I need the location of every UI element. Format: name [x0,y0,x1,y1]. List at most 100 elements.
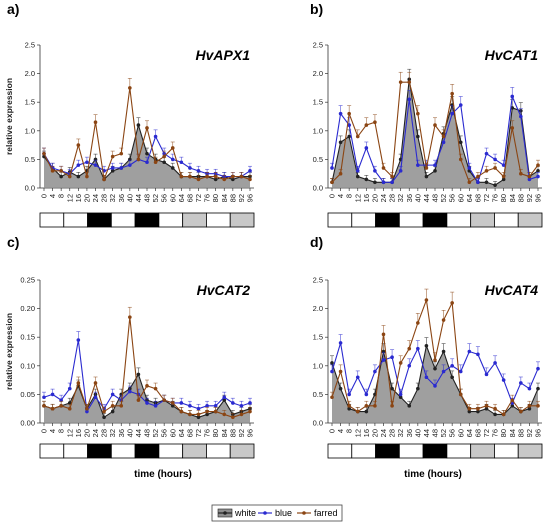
blue-data-point [330,369,334,374]
farred-data-point [231,174,235,179]
x-tick-label: 52 [439,194,448,202]
farred-data-point [347,111,351,116]
farred-data-point [476,174,480,179]
blue-data-point [364,146,369,150]
x-tick-label: 12 [353,429,362,437]
farred-data-point [424,298,429,302]
white-data-point [433,169,437,173]
x-tick-label: 84 [508,194,517,202]
white-data-point [476,409,480,414]
farred-data-point [196,177,201,182]
white-data-point [136,372,141,377]
x-tick-label: 40 [125,429,134,437]
light-regime-segment [39,212,65,228]
x-tick-label: 88 [228,429,237,437]
light-regime-segment [327,212,353,228]
farred-data-point [162,398,166,402]
farred-data-point [398,361,403,365]
blue-data-point [248,401,252,405]
light-regime-segment [158,443,184,459]
gene-title: HvCAT4 [485,282,539,298]
blue-data-point [373,169,377,173]
blue-data-point [493,157,497,162]
white-data-point [59,174,63,179]
farred-data-point [398,80,403,84]
white-data-point [407,404,412,408]
x-tick-label: 44 [134,194,143,202]
x-tick-label: 28 [100,194,109,202]
y-tick-label: 1.5 [313,98,323,107]
light-regime-segment [351,212,376,228]
x-tick-label: 80 [499,429,508,437]
blue-data-point [110,392,115,397]
legend-frame [211,504,343,522]
light-regime-segment [375,212,400,228]
white-data-point [536,169,540,173]
x-tick-label: 8 [57,429,66,433]
x-tick-label: 56 [448,429,457,437]
blue-data-point [458,103,463,107]
blue-data-point [364,392,369,397]
y-tick-label: 1.0 [313,126,323,135]
farred-data-point [519,171,523,176]
white-data-point [110,409,115,414]
blue-data-point [85,160,89,165]
x-tick-label: 36 [117,429,126,437]
blue-data-point [145,160,149,165]
y-tick-label: 2.5 [25,41,35,50]
x-tick-label: 0 [328,429,337,433]
y-tick-label: 0.0 [313,184,323,193]
x-tick-label: 40 [413,429,422,437]
blue-data-point [476,352,480,357]
x-tick-label: 60 [456,194,465,202]
blue-data-point [407,97,412,102]
y-tick-label: 0.10 [20,361,35,370]
x-tick-label: 72 [482,194,491,202]
farred-data-point [145,384,149,388]
y-tick-label: 1.0 [313,361,323,370]
farred-data-point [424,166,429,170]
x-tick-label: 16 [74,194,83,202]
light-regime-segment [470,443,495,459]
white-data-point [205,412,209,417]
blue-data-point [433,384,437,388]
farred-data-point [416,111,420,116]
light-regime-segment [206,443,231,459]
blue-data-point [536,366,540,371]
farred-data-point [128,86,132,90]
farred-data-point [170,146,175,150]
blue-data-point [239,404,244,408]
blue-data-point [205,404,209,408]
blue-data-point [355,169,360,173]
x-tick-label: 88 [516,194,525,202]
gene-title: HvAPX1 [196,47,251,63]
farred-data-point [205,409,209,414]
farred-data-point [196,412,201,417]
farred-data-point [373,120,377,125]
farred-data-point [510,398,515,402]
x-tick-label: 96 [246,429,255,437]
white-data-point [67,401,72,405]
farred-data-point [364,123,369,127]
farred-data-point [364,404,369,408]
blue-data-point [467,166,472,170]
blue-data-point [398,169,403,173]
x-tick-label: 0 [40,429,49,433]
blue-data-point [536,174,540,179]
white-series-area [44,374,250,423]
y-tick-label: 1.5 [313,333,323,342]
blue-data-point [93,163,98,167]
blue-data-point [373,369,377,374]
x-tick-label: 72 [194,429,203,437]
blue-data-point [424,375,429,380]
x-tick-label: 44 [422,194,431,202]
blue-data-point [476,180,480,185]
farred-data-point [222,412,227,417]
blue-data-point [67,386,72,391]
x-tick-label: 92 [525,194,534,202]
farred-data-point [119,151,124,156]
blue-data-point [510,94,515,99]
